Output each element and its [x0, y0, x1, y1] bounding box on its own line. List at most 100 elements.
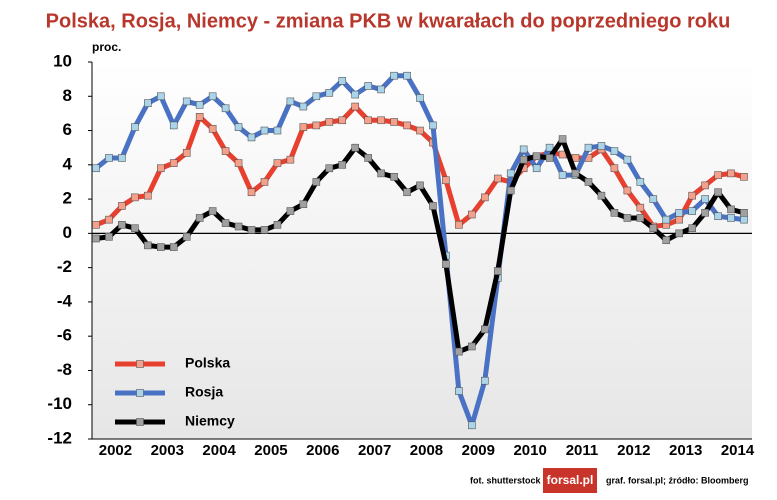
- point: [701, 181, 709, 190]
- point: [675, 209, 684, 217]
- y-tick-label: -2: [57, 257, 72, 276]
- point: [532, 152, 541, 161]
- chart-title: Polska, Rosja, Niemcy - zmiana PKB w kwa…: [46, 10, 731, 32]
- point: [429, 202, 437, 210]
- x-tick-label: 2002: [99, 442, 132, 459]
- point: [247, 133, 256, 142]
- point: [286, 155, 295, 164]
- point: [118, 220, 126, 229]
- point: [519, 155, 528, 164]
- point: [299, 102, 308, 111]
- point: [208, 92, 217, 101]
- point: [480, 325, 489, 334]
- x-tick-label: 2005: [254, 442, 287, 459]
- point: [390, 173, 398, 181]
- point: [144, 99, 152, 107]
- point: [234, 123, 243, 131]
- point: [597, 142, 606, 150]
- point: [649, 224, 658, 233]
- point: [260, 178, 269, 186]
- point: [144, 241, 152, 250]
- point: [545, 143, 554, 152]
- point: [727, 205, 735, 214]
- footer-source: graf. forsal.pl; źródło: Bloomberg: [606, 475, 749, 485]
- point: [519, 145, 528, 154]
- point: [740, 173, 748, 181]
- point: [558, 171, 567, 179]
- y-tick-label: 4: [63, 154, 73, 173]
- point: [157, 92, 165, 101]
- point: [662, 215, 671, 224]
- point: [675, 215, 684, 224]
- point: [364, 82, 372, 90]
- point: [688, 207, 696, 215]
- point: [273, 159, 282, 167]
- point: [234, 159, 243, 167]
- point: [416, 181, 424, 190]
- point: [92, 164, 100, 173]
- point: [221, 219, 230, 227]
- legend-marker: [136, 360, 144, 368]
- y-tick-label: 8: [63, 86, 72, 105]
- point: [351, 102, 360, 111]
- point: [157, 243, 165, 251]
- point: [299, 200, 308, 209]
- point: [662, 236, 671, 245]
- point: [338, 161, 347, 169]
- y-tick-label: 2: [63, 189, 72, 208]
- y-tick-label: -10: [47, 394, 72, 413]
- point: [273, 126, 282, 135]
- point: [247, 226, 256, 234]
- point: [131, 193, 139, 202]
- point: [468, 342, 476, 351]
- point: [273, 220, 282, 229]
- point: [429, 121, 437, 130]
- legend-marker: [136, 389, 144, 397]
- x-tick-label: 2004: [202, 442, 236, 459]
- point: [636, 214, 645, 222]
- point: [377, 116, 385, 125]
- point: [182, 97, 191, 106]
- x-tick-label: 2003: [151, 442, 184, 459]
- point: [195, 101, 204, 109]
- point: [312, 178, 321, 186]
- point: [636, 178, 645, 186]
- point: [468, 421, 476, 430]
- legend-label: Rosja: [185, 384, 223, 400]
- point: [325, 164, 334, 173]
- point: [312, 92, 321, 101]
- point: [286, 97, 295, 106]
- point: [416, 94, 424, 102]
- y-tick-label: 10: [53, 51, 72, 70]
- point: [234, 222, 243, 231]
- point: [351, 90, 360, 99]
- point: [545, 154, 554, 162]
- footer-photo: fot. shutterstock: [470, 475, 542, 485]
- x-tick-label: 2013: [669, 442, 702, 459]
- point: [442, 176, 450, 185]
- y-tick-label: -12: [47, 428, 72, 447]
- point: [727, 214, 735, 222]
- point: [688, 191, 696, 200]
- point: [182, 149, 191, 157]
- point: [195, 214, 204, 222]
- point: [727, 169, 735, 178]
- point: [390, 118, 398, 126]
- point: [131, 123, 139, 131]
- y-tick-label: 6: [63, 120, 72, 139]
- y-tick-label: -8: [57, 360, 72, 379]
- point: [740, 215, 748, 224]
- point: [584, 178, 593, 186]
- point: [506, 186, 515, 195]
- point: [403, 188, 411, 197]
- y-tick-label: 0: [63, 223, 72, 242]
- footer-logo: forsal.pl: [547, 473, 594, 487]
- y-axis-label: proc.: [92, 40, 121, 54]
- point: [364, 154, 372, 162]
- point: [105, 232, 113, 241]
- point: [221, 147, 230, 155]
- legend-marker: [136, 418, 144, 426]
- point: [714, 212, 722, 221]
- point: [312, 121, 321, 130]
- x-tick-label: 2010: [513, 442, 546, 459]
